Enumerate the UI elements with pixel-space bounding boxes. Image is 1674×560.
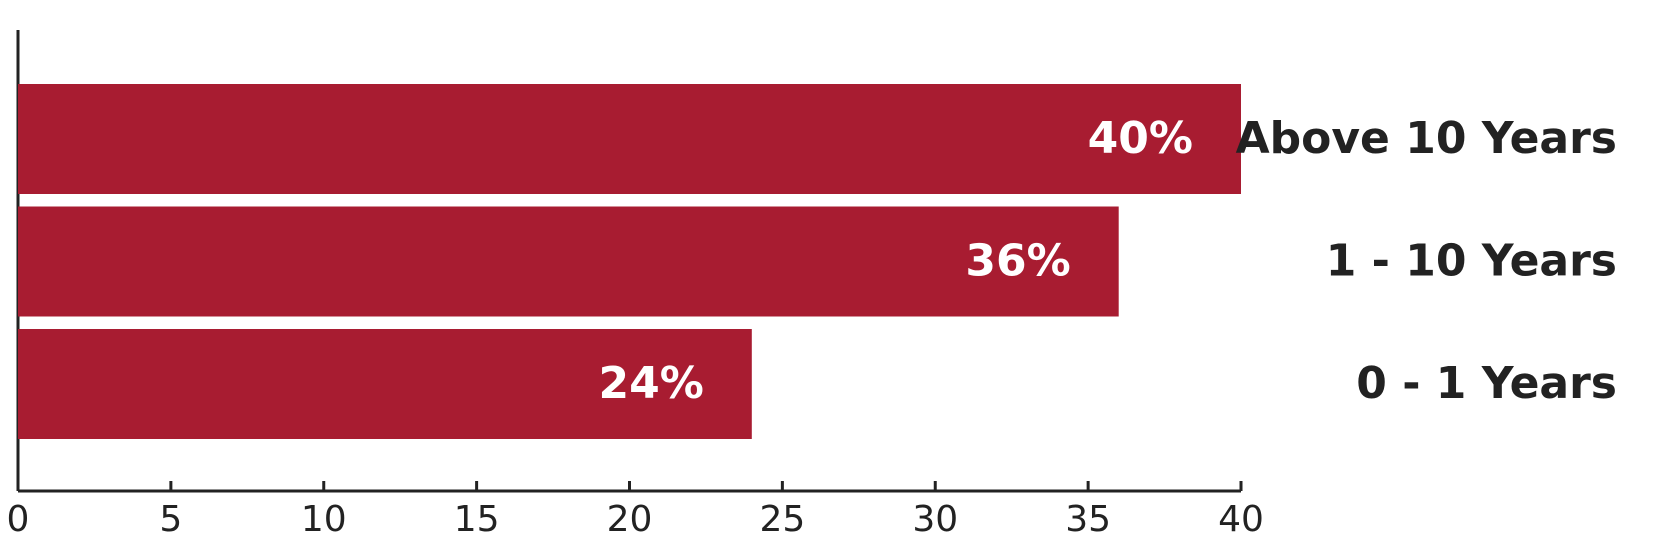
x-tick-label: 25: [759, 499, 805, 540]
category-label: Above 10 Years: [1236, 113, 1617, 164]
x-tick-label: 10: [301, 499, 347, 540]
category-label: 1 - 10 Years: [1326, 236, 1617, 287]
x-tick-label: 40: [1218, 499, 1264, 540]
x-tick-label: 20: [607, 499, 653, 540]
x-tick-label: 35: [1065, 499, 1111, 540]
value-label: 36%: [965, 236, 1070, 287]
bar: [18, 206, 1119, 317]
x-tick-label: 5: [159, 499, 182, 540]
value-label: 40%: [1088, 113, 1193, 164]
category-label: 0 - 1 Years: [1356, 358, 1617, 409]
value-label: 24%: [598, 358, 703, 409]
bar: [18, 329, 752, 439]
x-tick-label: 15: [454, 499, 500, 540]
x-tick-label: 0: [7, 499, 30, 540]
x-tick-label: 30: [912, 499, 958, 540]
bar: [18, 84, 1241, 194]
